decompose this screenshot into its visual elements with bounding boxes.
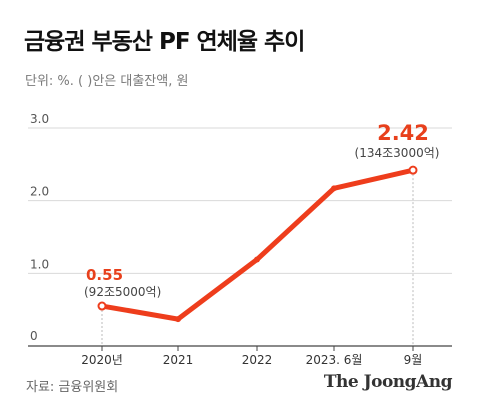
publisher-logo: The JoongAng <box>323 372 453 392</box>
chart-subtitle: 단위: %. ( )안은 대출잔액, 원 <box>25 74 189 89</box>
data-label: 0.55 <box>86 266 123 284</box>
data-point <box>175 316 181 323</box>
balance-label: (92조5000억) <box>84 285 161 299</box>
y-tick-label: 3.0 <box>30 112 49 126</box>
y-tick-label: 2.0 <box>30 185 49 199</box>
highlight-point <box>408 165 418 175</box>
x-tick-label: 2022 <box>242 353 273 367</box>
x-tick-label: 9월 <box>404 353 423 367</box>
source-note: 자료: 금융위원회 <box>26 380 119 395</box>
y-tick-label: 1.0 <box>30 257 49 271</box>
balance-label: (134조3000억) <box>355 146 440 160</box>
x-tick-label: 2021 <box>163 353 194 367</box>
y-tick-label: 0 <box>30 329 38 343</box>
highlight-point <box>97 301 107 311</box>
data-point <box>331 185 337 192</box>
chart-title: 금융권 부동산 PF 연체율 추이 <box>24 29 305 55</box>
x-tick-label: 2023. 6월 <box>306 353 363 367</box>
x-tick-label: 2020년 <box>81 353 123 367</box>
data-point <box>254 256 260 263</box>
data-label: 2.42 <box>377 121 429 145</box>
